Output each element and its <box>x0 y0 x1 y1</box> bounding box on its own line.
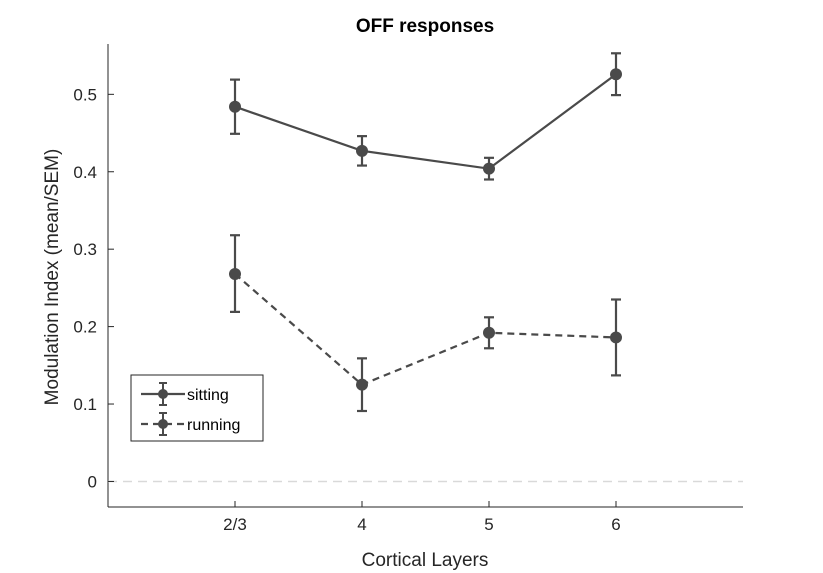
data-point <box>610 68 622 81</box>
y-tick-label: 0.1 <box>73 395 97 414</box>
data-point <box>229 100 241 113</box>
y-tick-label: 0.3 <box>73 240 97 259</box>
series-line-running <box>234 273 617 386</box>
legend-label: running <box>187 417 240 434</box>
x-tick-label: 4 <box>357 515 366 534</box>
x-tick-label: 2/3 <box>223 515 247 534</box>
series-layer <box>229 52 622 413</box>
data-point <box>356 144 368 157</box>
y-tick-label: 0.4 <box>73 163 97 182</box>
legend-label: sitting <box>187 387 229 404</box>
y-tick-label: 0 <box>88 472 97 491</box>
legend-entry-running: running <box>141 412 240 436</box>
x-axis-label: Cortical Layers <box>362 550 489 571</box>
data-point <box>483 326 495 339</box>
legend: sitting running <box>130 374 264 442</box>
legend-box <box>130 374 264 442</box>
data-point <box>229 267 241 280</box>
y-tick-label: 0.5 <box>73 85 97 104</box>
ticks: 0 0.1 0.2 0.3 0.4 0.5 2/3 4 5 6 <box>73 85 620 534</box>
series-line-sitting <box>234 73 617 170</box>
chart-title: OFF responses <box>356 16 494 37</box>
data-point <box>356 378 368 391</box>
data-point <box>483 162 495 175</box>
legend-marker <box>158 419 168 429</box>
series-sitting <box>229 52 622 181</box>
series-running <box>229 234 622 413</box>
legend-marker <box>158 389 168 399</box>
axes <box>107 44 743 508</box>
data-point <box>610 331 622 344</box>
y-tick-label: 0.2 <box>73 318 97 337</box>
y-axis-label: Modulation Index (mean/SEM) <box>42 149 63 406</box>
legend-entry-sitting: sitting <box>141 382 229 406</box>
x-tick-label: 5 <box>484 515 493 534</box>
x-tick-label: 6 <box>611 515 620 534</box>
